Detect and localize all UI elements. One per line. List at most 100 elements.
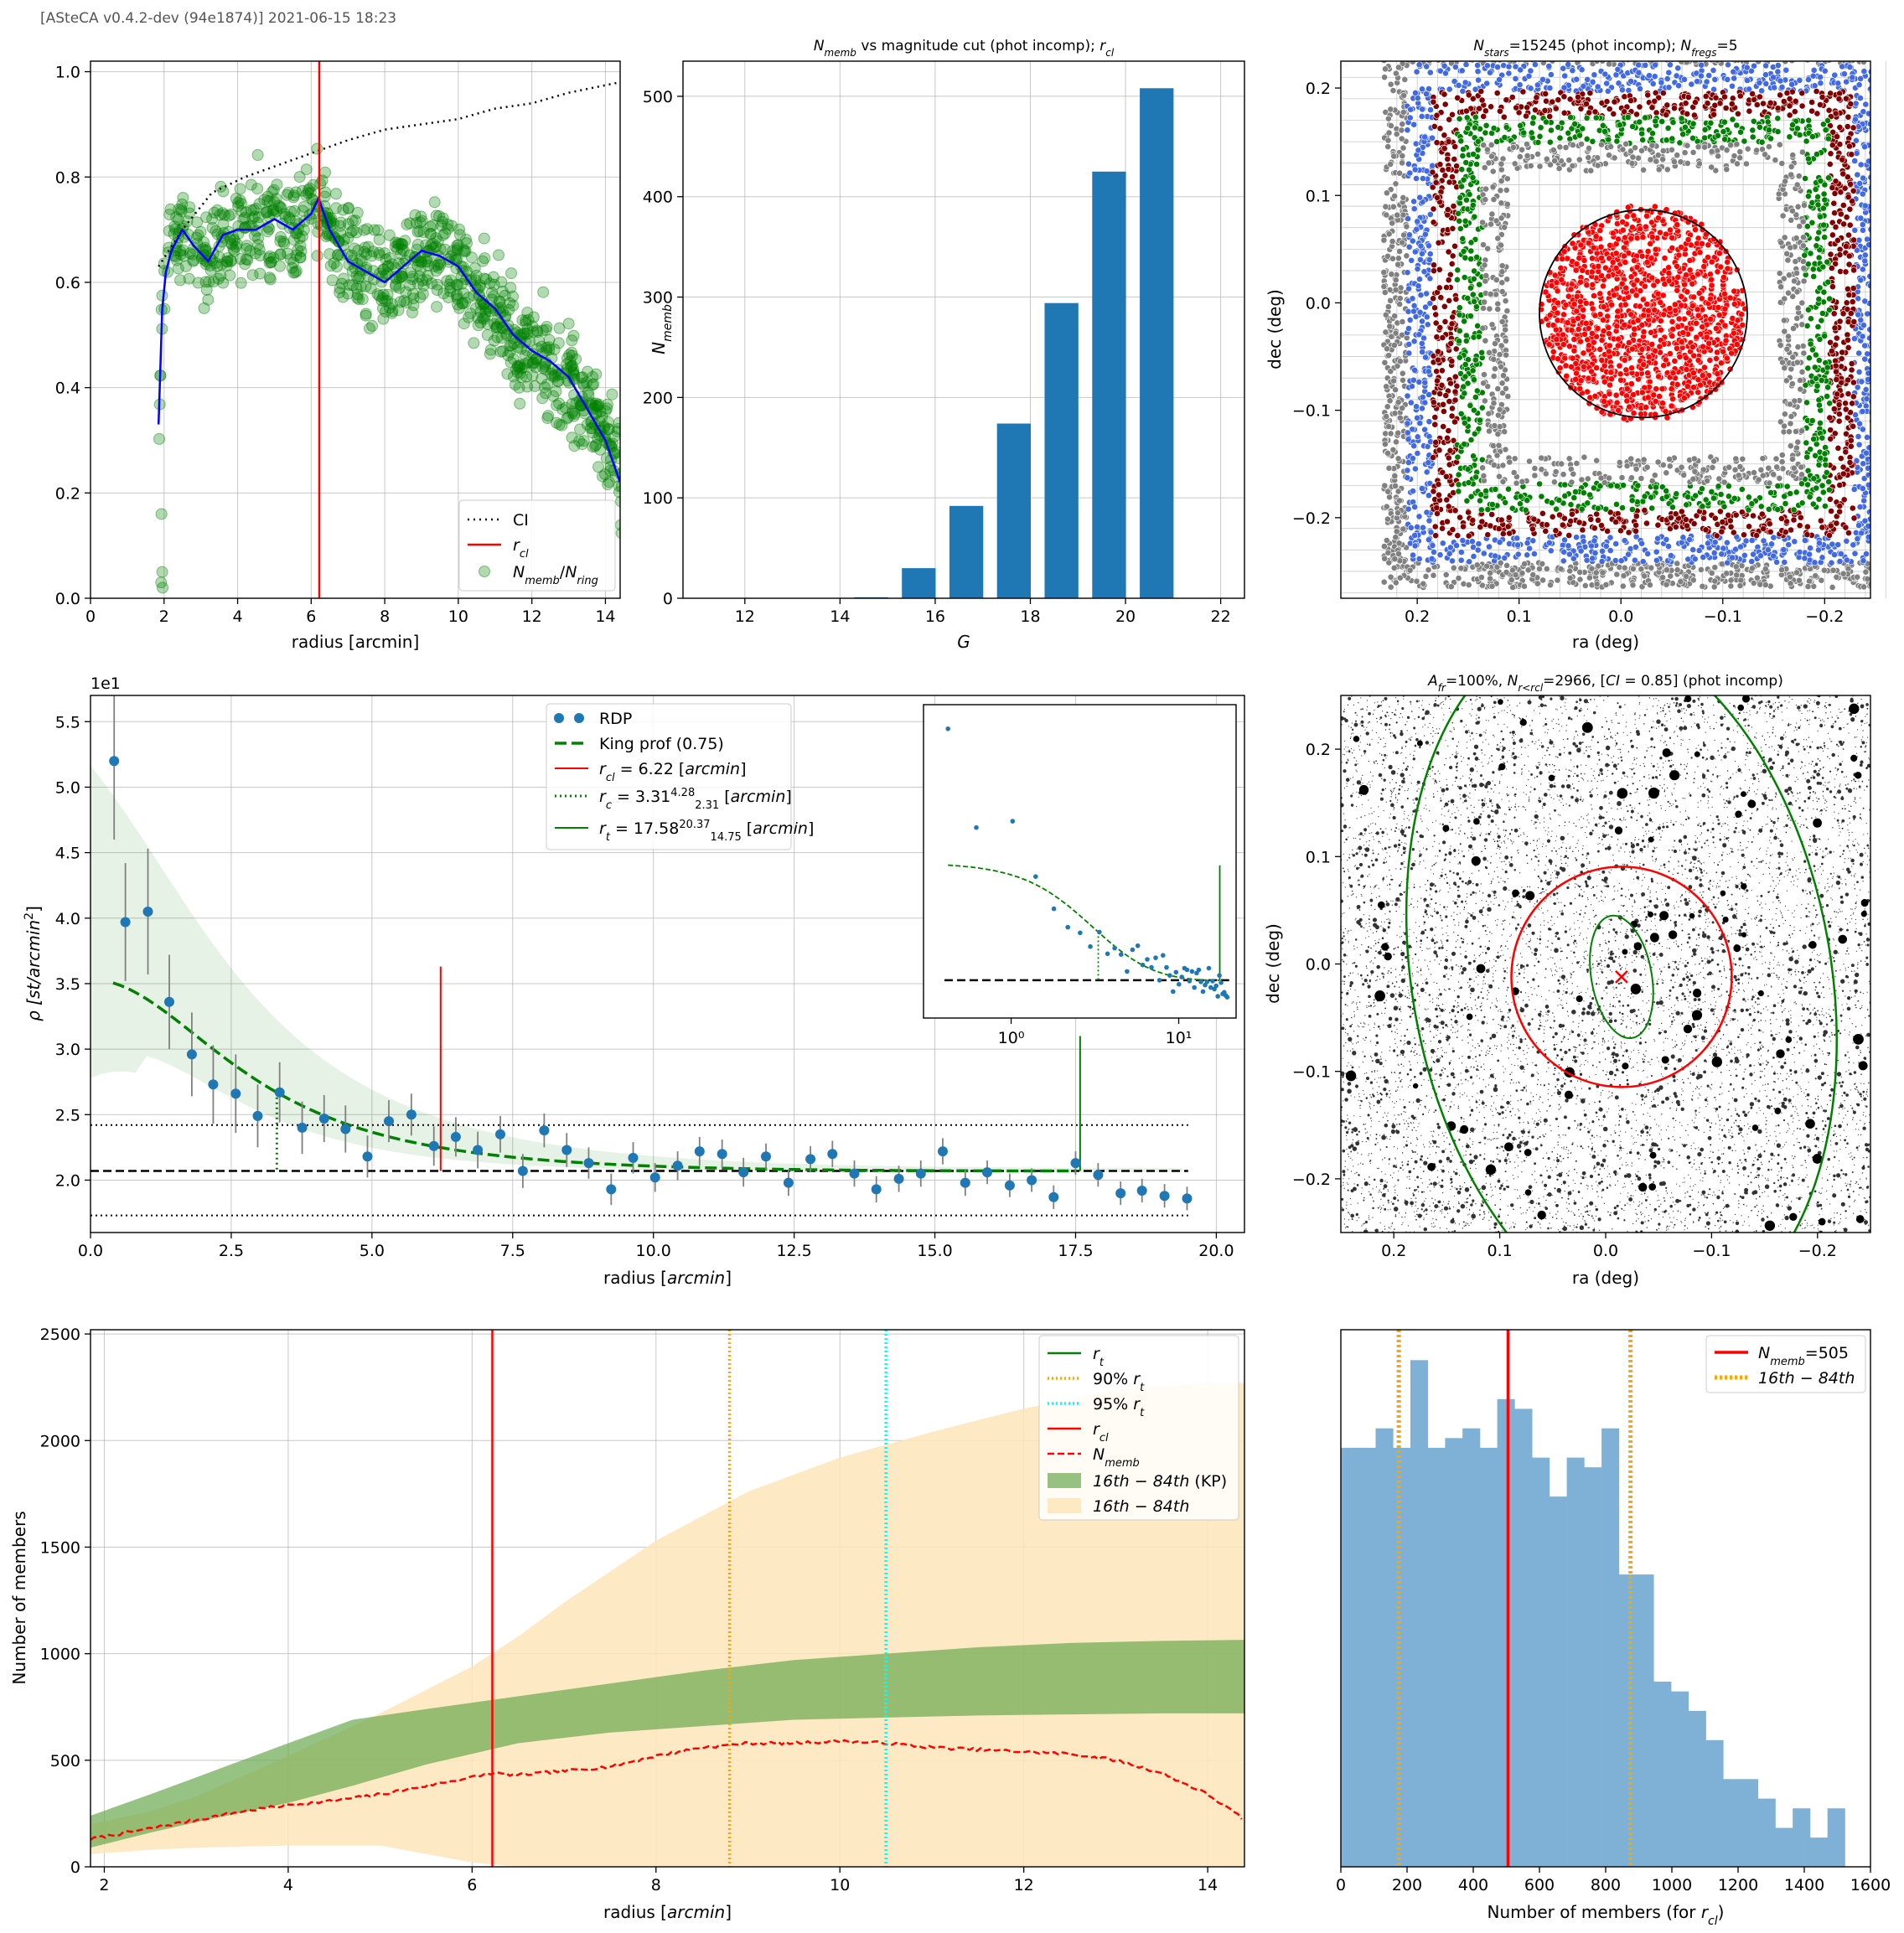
field-region-star bbox=[1713, 532, 1720, 540]
field-region-star bbox=[1389, 220, 1396, 227]
field-region-star bbox=[1748, 558, 1756, 565]
member-ratio-point bbox=[488, 278, 500, 291]
field-region-star bbox=[1891, 364, 1896, 370]
field-region-star bbox=[1420, 524, 1426, 531]
member-ratio-point bbox=[263, 250, 276, 262]
field-region-star bbox=[1454, 276, 1461, 283]
field-region-star bbox=[1690, 520, 1698, 527]
field-region-star bbox=[1389, 238, 1396, 245]
field-region-star bbox=[1406, 169, 1414, 177]
field-region-star bbox=[1636, 103, 1643, 111]
field-region-star bbox=[1891, 442, 1897, 447]
field-region-star bbox=[1838, 363, 1845, 370]
member-ratio-point bbox=[451, 244, 463, 256]
field-region-star bbox=[1880, 521, 1886, 527]
field-region-star bbox=[1843, 243, 1850, 250]
member-ratio-point bbox=[246, 269, 259, 282]
field-region-star bbox=[1503, 562, 1510, 569]
member-ratio-point bbox=[302, 187, 314, 199]
panel3-xtick-label: 0.2 bbox=[1405, 607, 1430, 626]
field-region-star bbox=[1422, 354, 1429, 361]
field-region-star bbox=[1850, 124, 1857, 132]
field-region-star bbox=[1441, 302, 1448, 310]
member-ratio-point bbox=[265, 256, 277, 269]
member-ratio-point bbox=[220, 259, 233, 271]
member-ratio-point bbox=[386, 305, 399, 318]
field-region-star bbox=[1766, 54, 1772, 60]
member-ratio-point bbox=[540, 387, 552, 400]
member-ratio-point bbox=[199, 245, 211, 257]
field-region-star bbox=[1435, 481, 1442, 488]
field-region-star bbox=[1876, 55, 1882, 61]
member-ratio-point bbox=[289, 266, 302, 278]
field-region-star bbox=[1569, 510, 1575, 518]
field-region-star bbox=[1383, 383, 1390, 390]
member-ratio-point bbox=[367, 246, 380, 258]
field-region-star bbox=[1847, 310, 1855, 317]
field-region-star bbox=[1649, 80, 1657, 87]
field-region-star bbox=[1897, 85, 1903, 91]
member-ratio-point bbox=[442, 292, 454, 303]
field-region-star bbox=[1819, 554, 1826, 561]
field-region-star bbox=[1426, 54, 1432, 60]
field-region-star bbox=[1876, 135, 1881, 141]
member-ratio-point bbox=[574, 423, 587, 436]
member-ratio-point bbox=[567, 366, 579, 378]
field-region-star bbox=[1637, 85, 1643, 92]
field-region-star bbox=[1881, 394, 1887, 400]
field-region-star bbox=[1888, 172, 1894, 178]
field-region-star bbox=[1736, 582, 1744, 589]
field-region-star bbox=[1772, 41, 1777, 47]
field-region-star bbox=[1899, 85, 1904, 91]
field-region-star bbox=[1449, 42, 1455, 48]
field-region-star bbox=[1534, 61, 1538, 62]
field-region-star bbox=[1599, 547, 1606, 555]
field-region-star bbox=[1453, 542, 1460, 549]
field-region-star bbox=[1392, 277, 1400, 284]
field-region-star bbox=[1394, 399, 1402, 406]
field-region-star bbox=[1449, 313, 1456, 321]
field-region-star bbox=[1804, 364, 1812, 372]
field-region-star bbox=[1873, 138, 1879, 144]
field-region-star bbox=[1889, 212, 1895, 218]
field-region-star bbox=[1587, 516, 1595, 523]
member-ratio-point bbox=[199, 276, 212, 288]
magnitude-bar bbox=[1092, 171, 1126, 598]
field-region-star bbox=[1447, 339, 1455, 347]
field-region-star bbox=[1830, 406, 1838, 412]
field-region-star bbox=[1653, 556, 1660, 564]
field-region-star bbox=[1613, 501, 1620, 508]
member-ratio-point bbox=[474, 317, 487, 328]
member-ratio-point bbox=[606, 388, 618, 401]
field-region-star bbox=[1410, 488, 1416, 494]
member-ratio-point bbox=[472, 312, 484, 324]
member-ratio-point bbox=[241, 254, 254, 266]
member-ratio-point bbox=[479, 310, 491, 323]
member-ratio-point bbox=[480, 273, 492, 286]
member-ratio-point bbox=[564, 355, 577, 368]
field-region-star bbox=[1430, 295, 1437, 302]
field-region-star bbox=[1893, 234, 1899, 240]
member-ratio-point bbox=[285, 205, 298, 218]
field-region-star bbox=[1824, 384, 1831, 391]
field-region-star bbox=[1896, 54, 1901, 60]
field-region-star bbox=[1381, 482, 1389, 489]
member-ratio-point bbox=[470, 302, 483, 314]
field-region-star bbox=[1856, 179, 1864, 187]
field-region-star bbox=[1400, 144, 1407, 152]
field-region-star bbox=[1404, 41, 1410, 47]
member-ratio-point bbox=[287, 189, 300, 202]
field-region-star bbox=[1382, 441, 1389, 447]
field-region-star bbox=[1385, 464, 1393, 472]
field-region-star bbox=[1877, 535, 1883, 541]
member-ratio-point bbox=[541, 342, 553, 354]
field-region-star bbox=[1891, 561, 1897, 567]
field-region-star bbox=[1404, 127, 1411, 134]
member-ratio-point bbox=[228, 245, 241, 257]
member-ratio-point bbox=[581, 376, 592, 389]
field-region-star bbox=[1891, 535, 1897, 540]
member-ratio-point bbox=[539, 381, 551, 394]
field-region-star bbox=[1399, 44, 1405, 49]
member-ratio-point bbox=[425, 240, 437, 251]
